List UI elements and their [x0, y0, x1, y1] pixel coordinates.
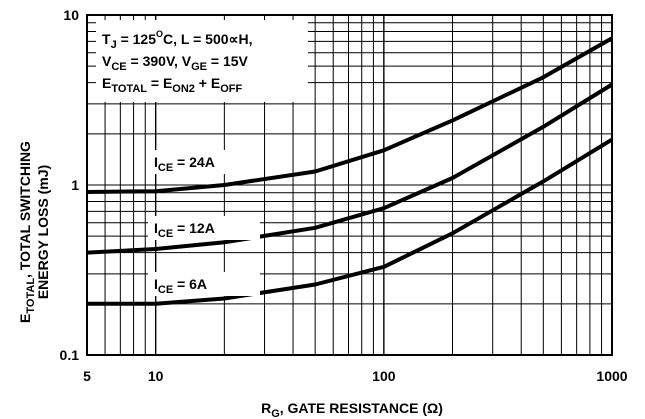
- y-axis-title-line2: ENERGY LOSS (mJ): [35, 165, 51, 299]
- series-label-bg: [148, 150, 260, 174]
- series-labels: ICE = 24A ICE = 12A ICE = 6A: [148, 150, 260, 296]
- annotation-line: VCE = 390V, VGE = 15V: [102, 53, 249, 73]
- x-tick-label: 10: [148, 368, 164, 384]
- y-axis-title-line1: ETOTAL, TOTAL SWITCHING: [17, 141, 37, 323]
- conditions-annotation: TJ = 125OC, L = 500∝H,VCE = 390V, VGE = …: [96, 20, 308, 102]
- x-tick-label: 100: [372, 368, 396, 384]
- x-tick-label: 1000: [596, 368, 627, 384]
- series-line: [86, 36, 613, 194]
- series-line: [86, 82, 614, 255]
- y-axis-title: ETOTAL, TOTAL SWITCHING ENERGY LOSS (mJ): [17, 141, 51, 323]
- data-curves: [86, 36, 614, 306]
- series-label: ICE = 24A: [154, 154, 215, 174]
- x-axis-title: RG, GATE RESISTANCE (Ω): [261, 400, 443, 419]
- annotation-line: ETOTAL = EON2 + EOFF: [102, 75, 242, 95]
- y-tick-label: 10: [63, 7, 79, 23]
- series-line: [87, 137, 614, 306]
- plot-frame: [86, 14, 613, 356]
- series-label: ICE = 12A: [154, 220, 215, 240]
- series-label-bg: [148, 216, 260, 240]
- annotation-box: [96, 20, 308, 102]
- tick-labels: 5 10 100 1000 0.1 1 10: [60, 7, 628, 384]
- series-label: ICE = 6A: [154, 276, 207, 296]
- y-tick-label: 0.1: [60, 347, 80, 363]
- y-tick-label: 1: [71, 177, 79, 193]
- series-label-bg: [148, 272, 260, 296]
- x-tick-label: 5: [83, 368, 91, 384]
- annotation-line: TJ = 125OC, L = 500∝H,: [102, 29, 253, 51]
- plot-border: [86, 14, 613, 356]
